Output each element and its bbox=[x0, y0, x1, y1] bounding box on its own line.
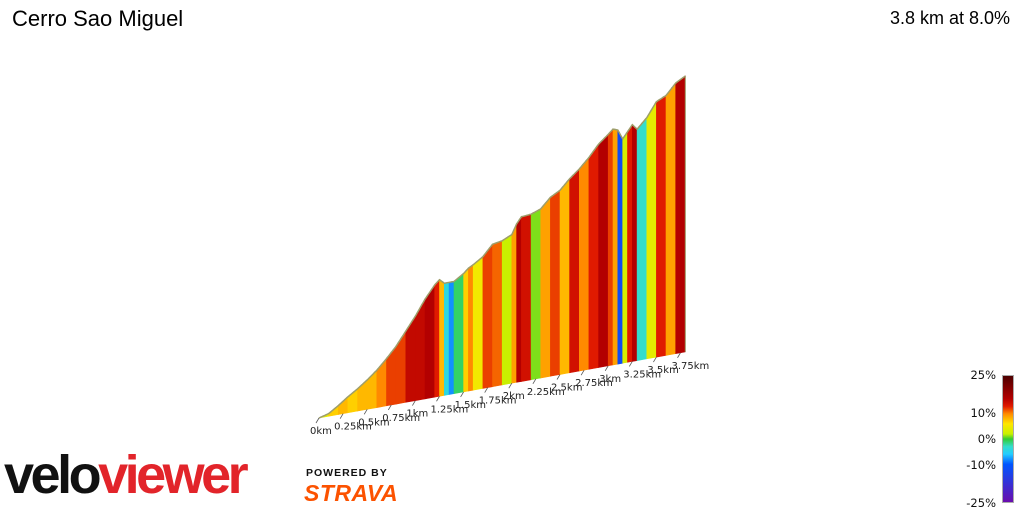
profile-top-line bbox=[318, 75, 686, 419]
legend-label: 10% bbox=[970, 406, 996, 421]
chart-title: Cerro Sao Miguel bbox=[12, 6, 184, 31]
gradient-stripe bbox=[376, 357, 387, 408]
gradient-stripe bbox=[559, 177, 570, 375]
strava-logo: STRAVA bbox=[304, 480, 399, 506]
gradient-stripe bbox=[675, 75, 686, 354]
gradient-stripe bbox=[453, 272, 464, 394]
x-tick-label: 1.75km bbox=[479, 396, 517, 407]
gradient-stripe bbox=[607, 128, 614, 367]
gradient-stripe bbox=[521, 213, 532, 382]
gradient-stripe bbox=[588, 143, 599, 370]
x-tick-label: 1km bbox=[406, 409, 428, 420]
x-tick-label: 3.75km bbox=[672, 361, 710, 372]
gradient-stripe bbox=[501, 234, 513, 386]
gradient-stripe bbox=[463, 267, 469, 393]
x-tick-mark bbox=[628, 361, 633, 367]
gradient-stripe bbox=[395, 330, 407, 405]
gradient-stripes bbox=[318, 75, 686, 419]
gradient-stripe bbox=[646, 100, 657, 360]
gradient-legend-colorbar bbox=[1002, 375, 1014, 503]
x-tick-label: 0km bbox=[310, 426, 332, 437]
climb-summary: 3.8 km at 8.0% bbox=[889, 8, 1010, 28]
logo-viewer-text: viewer bbox=[98, 445, 249, 505]
gradient-stripe bbox=[665, 82, 677, 356]
gradient-stripe bbox=[516, 215, 522, 383]
gradient-stripe bbox=[511, 223, 517, 384]
gradient-stripe bbox=[530, 208, 542, 381]
gradient-stripe bbox=[622, 130, 628, 364]
gradient-stripe bbox=[443, 282, 450, 396]
gradient-stripe bbox=[636, 116, 648, 361]
gradient-stripe bbox=[569, 168, 580, 374]
x-tick-label: 0.25km bbox=[334, 422, 372, 433]
x-tick-mark bbox=[653, 356, 657, 363]
gradient-stripe bbox=[656, 94, 667, 358]
x-tick-label: 1.25km bbox=[431, 404, 469, 415]
x-tick-mark bbox=[436, 396, 440, 402]
x-tick-label: 3km bbox=[599, 374, 621, 385]
powered-by-label: POWERED BY bbox=[306, 467, 388, 479]
gradient-stripe bbox=[448, 281, 455, 395]
gradient-stripe bbox=[492, 240, 503, 388]
gradient-stripe bbox=[540, 196, 551, 379]
gradient-stripe bbox=[337, 396, 349, 415]
gradient-stripe bbox=[386, 345, 397, 407]
x-tick-mark bbox=[677, 352, 681, 358]
gradient-stripe bbox=[612, 128, 619, 366]
gradient-stripe bbox=[424, 284, 436, 400]
x-tick-mark bbox=[604, 365, 609, 372]
x-tick-mark bbox=[556, 374, 561, 380]
x-tick-mark bbox=[460, 391, 464, 398]
x-tick-mark bbox=[412, 400, 416, 406]
gradient-stripe bbox=[627, 123, 633, 363]
legend-label: -25% bbox=[966, 496, 996, 510]
logo-velo-text: velo bbox=[4, 445, 102, 505]
x-tick-mark bbox=[484, 387, 489, 393]
gradient-stripe bbox=[468, 264, 474, 392]
gradient-stripe bbox=[482, 243, 493, 389]
x-tick-mark bbox=[315, 417, 320, 424]
veloviewer-logo: veloviewer bbox=[4, 445, 249, 505]
x-tick-mark bbox=[387, 404, 392, 411]
x-tick-mark bbox=[532, 378, 537, 385]
gradient-stripe bbox=[472, 256, 484, 391]
x-tick-mark bbox=[339, 413, 344, 419]
gradient-stripe bbox=[617, 129, 624, 365]
gradient-stripe bbox=[631, 124, 638, 362]
gradient-stripe bbox=[434, 278, 440, 398]
gradient-stripe bbox=[439, 279, 445, 397]
x-tick-label: 2km bbox=[503, 391, 525, 402]
gradient-stripe bbox=[578, 156, 590, 372]
x-tick-mark bbox=[508, 382, 513, 389]
x-tick-mark bbox=[363, 409, 368, 415]
x-tick-label: 2.25km bbox=[527, 387, 565, 398]
x-tick-label: 2.5km bbox=[551, 383, 582, 394]
gradient-stripe bbox=[598, 133, 609, 368]
gradient-stripe bbox=[550, 189, 561, 377]
profile-outline bbox=[318, 75, 686, 419]
legend-label: -10% bbox=[966, 457, 996, 472]
x-tick-label: 2.75km bbox=[575, 378, 613, 389]
x-tick-label: 0.75km bbox=[382, 413, 420, 424]
x-tick-label: 3.5km bbox=[647, 365, 678, 376]
legend-label: 25% bbox=[970, 368, 996, 382]
legend-label: 0% bbox=[977, 432, 996, 446]
x-tick-label: 3.25km bbox=[623, 369, 661, 380]
x-tick-mark bbox=[580, 369, 585, 376]
x-tick-label: 1.5km bbox=[455, 400, 486, 411]
x-tick-label: 0.5km bbox=[358, 417, 389, 428]
